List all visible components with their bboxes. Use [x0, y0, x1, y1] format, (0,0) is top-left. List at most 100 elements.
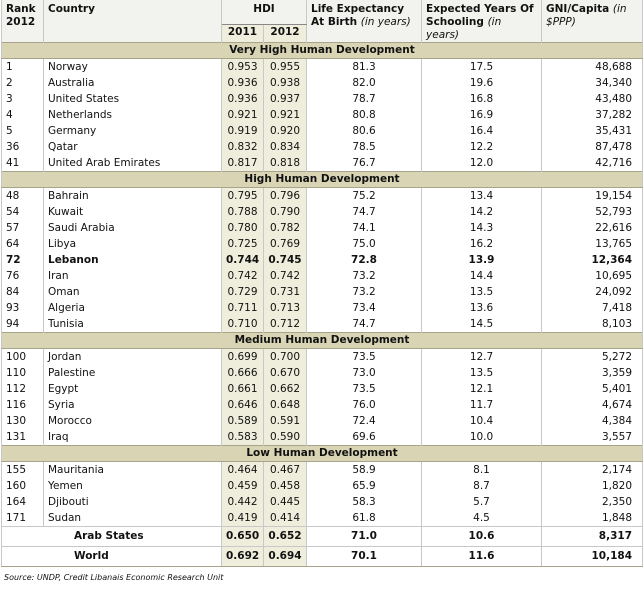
- country: Morocco: [43, 413, 222, 429]
- hdi-2011: 0.583: [221, 429, 264, 446]
- life-label: Life Expectancy At Birth: [311, 3, 405, 28]
- hdi-2012: 0.834: [262, 139, 308, 155]
- life-expectancy: 61.8: [306, 510, 423, 527]
- hdi-year-label: 2012: [270, 25, 300, 38]
- rank: 164: [1, 494, 44, 510]
- gni: 8,103: [541, 316, 643, 333]
- rank-year: 2012: [6, 16, 36, 28]
- hdi-2011: 0.832: [221, 139, 264, 155]
- hdi-2012: 0.920: [262, 123, 308, 139]
- country: Libya: [43, 236, 222, 252]
- hdi-2012: 0.458: [262, 478, 308, 494]
- rank: 110: [1, 365, 44, 381]
- gni: 10,184: [541, 546, 643, 567]
- schooling: 14.5: [421, 316, 543, 333]
- hdi-2012: 0.467: [262, 461, 308, 478]
- hdi-2012: 0.700: [262, 348, 308, 365]
- hdi-2011: 0.936: [221, 91, 264, 107]
- schooling: 10.0: [421, 429, 543, 446]
- hdi-2011: 0.921: [221, 107, 264, 123]
- rank: 72: [1, 252, 44, 268]
- schooling: 14.3: [421, 220, 543, 236]
- country: Jordan: [43, 348, 222, 365]
- country: Norway: [43, 58, 222, 75]
- hdi-2012: 0.414: [262, 510, 308, 527]
- hdi-2012: 0.790: [262, 204, 308, 220]
- schooling: 13.6: [421, 300, 543, 316]
- section-row: Very High Human Development: [0, 42, 643, 59]
- country: Yemen: [43, 478, 222, 494]
- life-unit: (in years): [360, 16, 411, 28]
- hdi-label: HDI: [253, 3, 275, 15]
- data-row: 3 United States 0.936 0.937 78.7 16.8 43,480: [1, 91, 643, 107]
- gni: 5,272: [541, 348, 643, 365]
- school-unit: (in years): [426, 16, 502, 41]
- country: Oman: [43, 284, 222, 300]
- schooling: 5.7: [421, 494, 543, 510]
- country: Kuwait: [43, 204, 222, 220]
- data-row: 131 Iraq 0.583 0.590 69.6 10.0 3,557: [1, 429, 643, 446]
- schooling: 16.2: [421, 236, 543, 252]
- gni: 24,092: [541, 284, 643, 300]
- section-title: Low Human Development: [0, 445, 643, 462]
- section-row: High Human Development: [0, 171, 643, 188]
- life-expectancy: 80.8: [306, 107, 423, 123]
- gni: 7,418: [541, 300, 643, 316]
- hdi-2012: 0.591: [262, 413, 308, 429]
- country: Palestine: [43, 365, 222, 381]
- rank: 1: [1, 58, 44, 75]
- gni: 34,340: [541, 75, 643, 91]
- hdi-2011: 0.817: [221, 155, 264, 172]
- gni: 22,616: [541, 220, 643, 236]
- hdi-2012: 0.713: [262, 300, 308, 316]
- life-expectancy: 74.7: [306, 204, 423, 220]
- gni: 10,695: [541, 268, 643, 284]
- gni-header: GNI/Capita (in $PPP): [541, 0, 643, 43]
- life-expectancy: 69.6: [306, 429, 423, 446]
- section-title: High Human Development: [0, 171, 643, 188]
- rank: 76: [1, 268, 44, 284]
- schooling: 16.8: [421, 91, 543, 107]
- rank: 64: [1, 236, 44, 252]
- schooling: 13.5: [421, 365, 543, 381]
- hdi-2011: 0.464: [221, 461, 264, 478]
- hdi-2012: 0.796: [262, 187, 308, 204]
- hdi-2012: 0.818: [262, 155, 308, 172]
- data-row: 5 Germany 0.919 0.920 80.6 16.4 35,431: [1, 123, 643, 139]
- rank: 100: [1, 348, 44, 365]
- schooling: 11.6: [421, 546, 543, 567]
- data-row: 36 Qatar 0.832 0.834 78.5 12.2 87,478: [1, 139, 643, 155]
- hdi-2012: 0.712: [262, 316, 308, 333]
- schooling: 8.7: [421, 478, 543, 494]
- rank-label: Rank: [6, 3, 36, 15]
- data-row: 164 Djibouti 0.442 0.445 58.3 5.7 2,350: [1, 494, 643, 510]
- data-row: 2 Australia 0.936 0.938 82.0 19.6 34,340: [1, 75, 643, 91]
- schooling: 12.2: [421, 139, 543, 155]
- schooling: 12.0: [421, 155, 543, 172]
- hdi-2012: 0.955: [262, 58, 308, 75]
- data-row: 57 Saudi Arabia 0.780 0.782 74.1 14.3 22,616: [1, 220, 643, 236]
- hdi-2012: 0.662: [262, 381, 308, 397]
- section-row: Low Human Development: [0, 445, 643, 462]
- life-expectancy: 71.0: [306, 526, 423, 547]
- life-expectancy: 58.3: [306, 494, 423, 510]
- hdi-2012: 0.921: [262, 107, 308, 123]
- country: Sudan: [43, 510, 222, 527]
- life-expectancy: 73.2: [306, 284, 423, 300]
- gni: 4,384: [541, 413, 643, 429]
- total-row: World 0.692 0.694 70.1 11.6 10,184: [1, 546, 643, 567]
- gni: 48,688: [541, 58, 643, 75]
- life-expectancy: 73.5: [306, 348, 423, 365]
- gni: 87,478: [541, 139, 643, 155]
- gni: 8,317: [541, 526, 643, 547]
- hdi-2011: 0.442: [221, 494, 264, 510]
- life-expectancy: 82.0: [306, 75, 423, 91]
- hdi-2011: 0.419: [221, 510, 264, 527]
- data-row: 1 Norway 0.953 0.955 81.3 17.5 48,688: [1, 58, 643, 75]
- data-row: 100 Jordan 0.699 0.700 73.5 12.7 5,272: [1, 348, 643, 365]
- country-header: Country: [43, 0, 222, 43]
- schooling: 10.6: [421, 526, 543, 547]
- data-row: 72 Lebanon 0.744 0.745 72.8 13.9 12,364: [1, 252, 643, 268]
- school-header: Expected Years Of Schooling (in years): [421, 0, 543, 43]
- hdi-2011: 0.919: [221, 123, 264, 139]
